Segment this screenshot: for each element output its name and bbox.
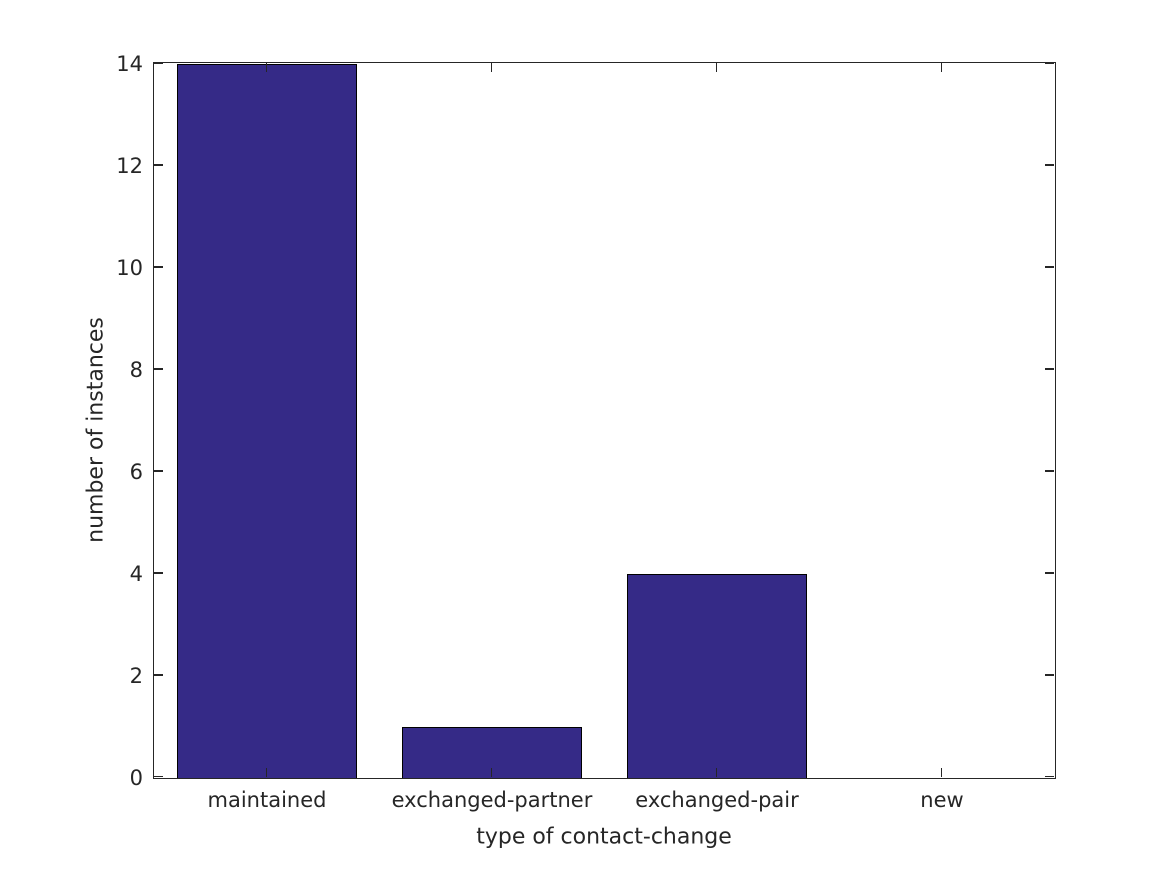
- y-tick-label: 12: [116, 153, 143, 178]
- y-tick-label: 10: [116, 255, 143, 280]
- bar-maintained: [176, 64, 357, 778]
- y-tick-label: 8: [129, 357, 143, 382]
- y-tick-right: [1045, 470, 1054, 472]
- y-tick-right: [1045, 572, 1054, 574]
- y-tick-label: 14: [116, 51, 143, 76]
- y-tick-left: [154, 368, 163, 370]
- y-tick-left: [154, 63, 163, 65]
- y-axis-label: number of instances: [83, 317, 109, 543]
- y-tick-left: [154, 572, 163, 574]
- x-tick-top: [940, 63, 943, 72]
- y-tick-label: 0: [129, 765, 143, 790]
- bar-exchanged-pair: [626, 574, 807, 778]
- y-tick-label: 4: [129, 561, 143, 586]
- x-tick-bottom: [265, 768, 268, 777]
- y-tick-label: 6: [129, 459, 143, 484]
- y-tick-left: [154, 164, 163, 166]
- x-tick-top: [715, 63, 718, 72]
- x-tick-label-exchanged-pair: exchanged-pair: [635, 788, 799, 812]
- y-tick-right: [1045, 266, 1054, 268]
- plot-area: [153, 62, 1056, 779]
- x-tick-bottom: [940, 768, 943, 777]
- y-tick-label: 2: [129, 663, 143, 688]
- y-tick-left: [154, 266, 163, 268]
- x-axis-label: type of contact-change: [476, 824, 732, 850]
- x-tick-label-exchanged-partner: exchanged-partner: [391, 788, 593, 812]
- x-tick-bottom: [715, 768, 718, 777]
- x-tick-label-new: new: [920, 788, 964, 812]
- y-tick-left: [154, 775, 163, 777]
- x-tick-bottom: [490, 768, 493, 777]
- y-tick-right: [1045, 674, 1054, 676]
- y-tick-right: [1045, 368, 1054, 370]
- y-tick-right: [1045, 775, 1054, 777]
- y-tick-right: [1045, 164, 1054, 166]
- x-tick-top: [265, 63, 268, 72]
- y-tick-left: [154, 674, 163, 676]
- y-tick-left: [154, 470, 163, 472]
- y-tick-right: [1045, 63, 1054, 65]
- x-tick-label-maintained: maintained: [207, 788, 327, 812]
- x-tick-top: [490, 63, 493, 72]
